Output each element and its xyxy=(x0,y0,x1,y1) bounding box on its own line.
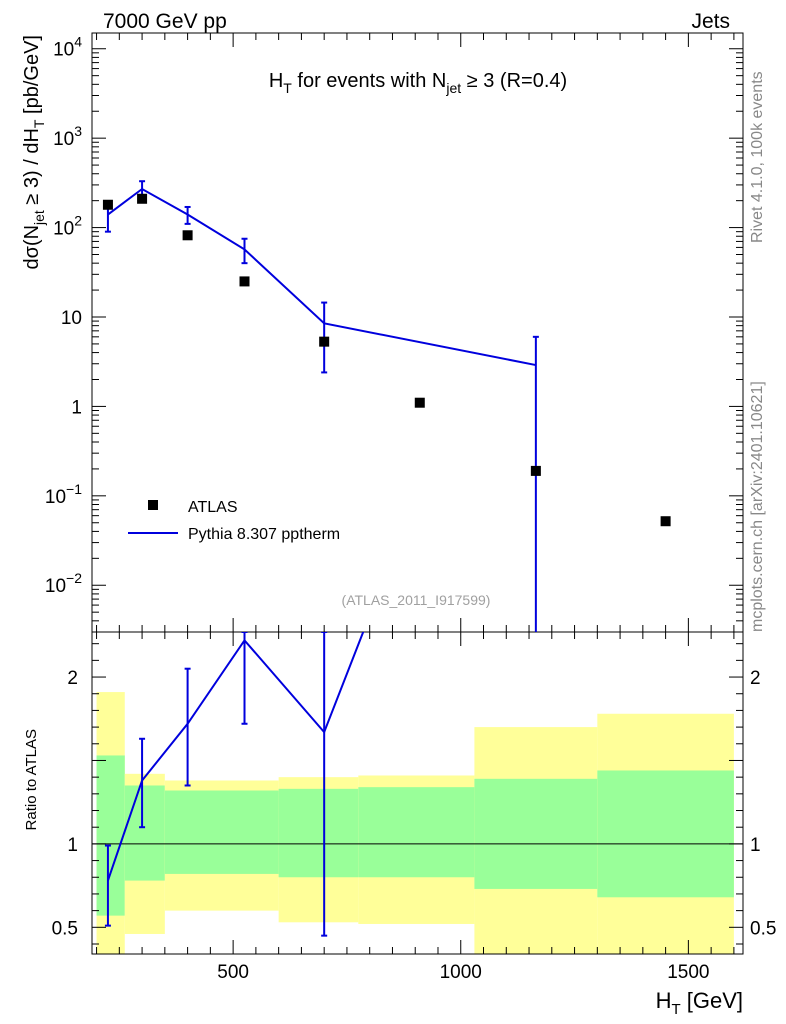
atlas-point-7 xyxy=(660,516,671,527)
y-tick-label-5: 10−1 xyxy=(45,481,82,508)
ratio-inner-band-2 xyxy=(164,790,279,874)
ratio-inner-band-4 xyxy=(358,787,475,878)
atlas-point-4 xyxy=(319,336,330,347)
ratio-plot-frame xyxy=(91,631,744,955)
pythia-line xyxy=(107,187,537,367)
ratio-tick-label-left-0: 2 xyxy=(67,668,78,689)
x-axis-label: HT [GeV] xyxy=(656,988,743,1018)
ratio-pythia-series xyxy=(104,632,365,937)
legend-atlas-marker xyxy=(148,500,158,510)
ratio-tick-label-left-1: 1 xyxy=(67,835,78,856)
ratio-y-axis-label: Ratio to ATLAS xyxy=(23,729,40,830)
ratio-inner-band-0 xyxy=(96,755,125,916)
legend-pythia-label: Pythia 8.307 pptherm xyxy=(188,526,340,543)
y-tick-label-6: 10−2 xyxy=(45,570,82,597)
legend-atlas-label: ATLAS xyxy=(188,499,238,516)
ratio-inner-band-5 xyxy=(474,778,598,889)
ratio-tick-label-right-2: 0.5 xyxy=(750,918,776,939)
analysis-watermark: (ATLAS_2011_I917599) xyxy=(342,592,491,608)
mcplots-label: mcplots.cern.ch [arXiv:2401.10621] xyxy=(749,381,766,632)
chart-title: HT for events with Njet ≥ 3 (R=0.4) xyxy=(269,70,567,96)
atlas-point-2 xyxy=(182,230,193,241)
atlas-point-3 xyxy=(239,276,250,287)
axis-ticks xyxy=(92,33,743,954)
atlas-point-5 xyxy=(414,397,425,408)
x-tick-label-1000: 1000 xyxy=(440,962,482,983)
rivet-label: Rivet 4.1.0, 100k events xyxy=(749,71,766,243)
ratio-inner-band-1 xyxy=(124,785,165,881)
header-energy-label: 7000 GeV pp xyxy=(103,10,227,33)
main-y-axis-label: dσ(Njet ≥ 3) / dHT [pb/GeV] xyxy=(21,35,47,270)
x-tick-label-500: 500 xyxy=(217,962,249,983)
ratio-pythia-line xyxy=(106,632,365,881)
y-tick-label-1: 103 xyxy=(53,123,82,150)
atlas-point-0 xyxy=(102,199,113,210)
x-tick-label-1500: 1500 xyxy=(667,962,709,983)
header-jets-label: Jets xyxy=(691,10,730,33)
ratio-tick-label-right-0: 2 xyxy=(750,668,761,689)
ratio-bands xyxy=(96,692,734,954)
y-tick-label-0: 104 xyxy=(53,34,82,61)
y-tick-label-2: 102 xyxy=(53,213,82,240)
ratio-tick-label-right-1: 1 xyxy=(750,835,761,856)
atlas-point-1 xyxy=(137,193,148,204)
ratio-inner-band-6 xyxy=(597,770,734,898)
atlas-series xyxy=(102,193,671,527)
pythia-series xyxy=(104,180,539,632)
y-tick-label-4: 1 xyxy=(71,397,82,418)
y-tick-label-3: 10 xyxy=(61,308,82,329)
ratio-inner-band-3 xyxy=(278,788,359,878)
atlas-point-6 xyxy=(530,465,541,476)
ratio-tick-label-left-2: 0.5 xyxy=(52,918,78,939)
